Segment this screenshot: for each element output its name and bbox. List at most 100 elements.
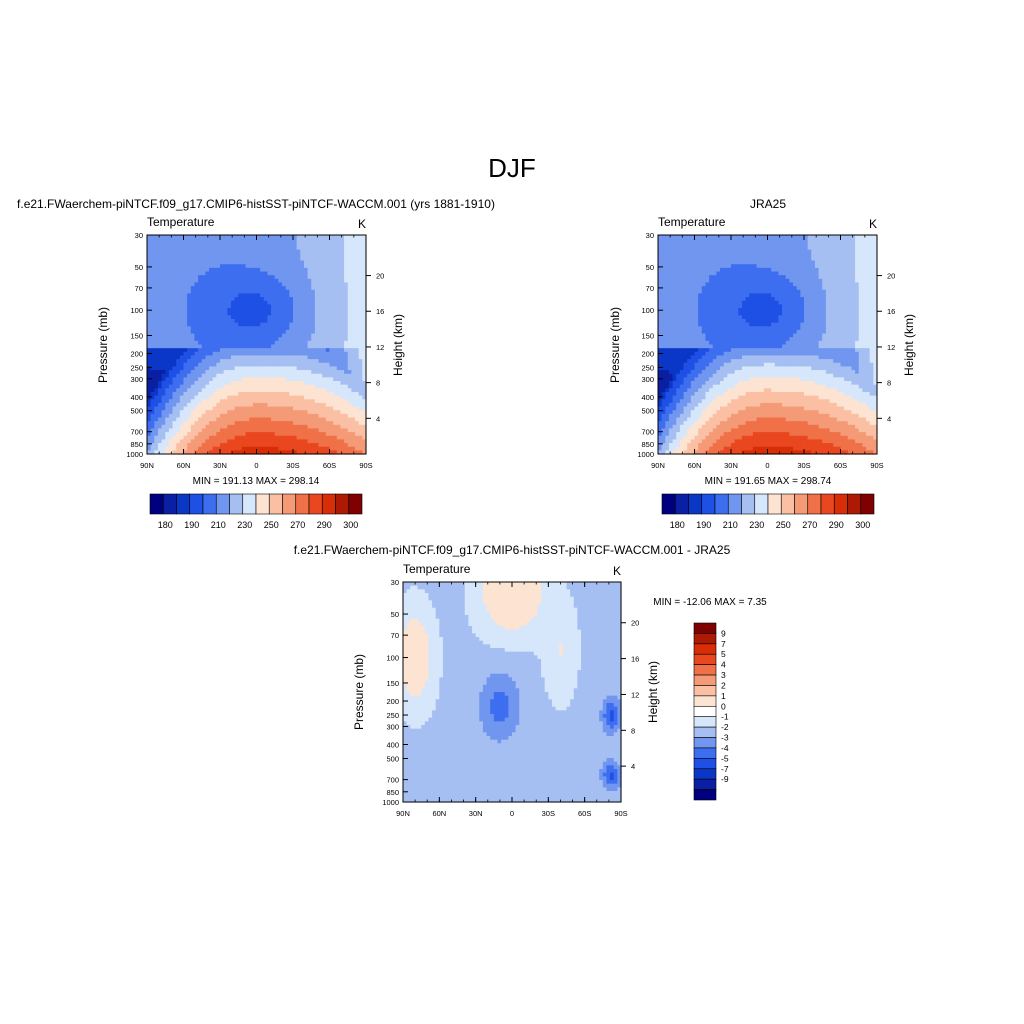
model-contour-cell bbox=[267, 278, 272, 284]
model-contour-cell bbox=[209, 362, 214, 367]
model-contour-cell bbox=[212, 260, 217, 265]
model-contour-cell bbox=[325, 297, 331, 302]
obs-contour-cell bbox=[731, 326, 736, 331]
model-contour-cell bbox=[198, 362, 203, 367]
model-contour-cell bbox=[322, 337, 327, 342]
model-contour-cell bbox=[238, 286, 243, 291]
model-contour-cell bbox=[212, 256, 217, 262]
model-contour-cell bbox=[216, 432, 221, 437]
model-contour-cell bbox=[241, 340, 247, 346]
model-contour-cell bbox=[209, 443, 214, 448]
model-contour-cell bbox=[347, 249, 352, 254]
model-contour-cell bbox=[362, 391, 367, 397]
model-contour-cell bbox=[333, 384, 338, 389]
obs-contour-cell bbox=[658, 289, 663, 294]
model-contour-cell bbox=[293, 264, 298, 269]
model-contour-cell bbox=[314, 300, 320, 305]
model-contour-cell bbox=[278, 432, 283, 437]
obs-contour-cell bbox=[658, 439, 663, 444]
model-contour-cell bbox=[278, 260, 283, 265]
model-contour-cell bbox=[172, 278, 177, 284]
model-contour-cell bbox=[187, 318, 192, 324]
obs-contour-cell bbox=[687, 238, 692, 243]
model-contour-cell bbox=[362, 318, 367, 324]
model-contour-cell bbox=[220, 377, 225, 382]
model-contour-cell bbox=[230, 315, 236, 320]
obs-contour-cell bbox=[665, 359, 670, 364]
model-contour-cell bbox=[161, 256, 166, 262]
obs-contour-cell bbox=[679, 421, 685, 426]
model-contour-cell bbox=[329, 381, 334, 386]
model-contour-cell bbox=[347, 413, 352, 419]
obs-contour-cell bbox=[705, 293, 710, 298]
model-contour-cell bbox=[267, 238, 272, 243]
obs-contour-cell bbox=[727, 245, 732, 251]
model-contour-cell bbox=[351, 406, 356, 411]
model-contour-cell bbox=[322, 304, 327, 309]
model-contour-cell bbox=[201, 326, 206, 331]
obs-contour-cell bbox=[731, 260, 736, 265]
model-contour-cell bbox=[176, 373, 181, 378]
model-contour-cell bbox=[300, 359, 305, 364]
obs-contour-cell bbox=[712, 424, 717, 430]
model-contour-cell bbox=[274, 242, 279, 247]
model-contour-cell bbox=[176, 238, 181, 243]
model-contour-cell bbox=[147, 381, 152, 386]
model-contour-cell bbox=[190, 351, 196, 357]
model-contour-cell bbox=[351, 410, 356, 415]
model-contour-cell bbox=[212, 421, 217, 426]
model-contour-cell bbox=[355, 381, 360, 386]
obs-contour-cell bbox=[690, 300, 696, 305]
obs-contour-cell bbox=[731, 373, 736, 378]
obs-contour-cell bbox=[694, 399, 699, 404]
model-contour-cell bbox=[362, 432, 367, 437]
model-contour-cell bbox=[241, 373, 247, 378]
obs-contour-cell bbox=[668, 351, 674, 357]
model-contour-cell bbox=[340, 308, 345, 313]
model-contour-cell bbox=[172, 366, 177, 371]
model-contour-cell bbox=[285, 381, 290, 386]
obs-contour-cell bbox=[734, 297, 739, 302]
model-contour-cell bbox=[307, 399, 312, 404]
obs-contour-cell bbox=[731, 395, 736, 400]
obs-contour-cell bbox=[734, 245, 739, 251]
model-contour-cell bbox=[336, 435, 342, 440]
model-contour-cell bbox=[340, 432, 345, 437]
model-contour-cell bbox=[260, 337, 265, 342]
obs-contour-cell bbox=[683, 256, 688, 262]
model-contour-cell bbox=[245, 264, 250, 269]
model-contour-cell bbox=[205, 399, 210, 404]
obs-contour-cell bbox=[683, 432, 688, 437]
model-contour-cell bbox=[340, 446, 345, 451]
model-contour-cell bbox=[278, 395, 283, 400]
model-contour-cell bbox=[150, 424, 155, 430]
model-contour-cell bbox=[300, 435, 305, 440]
obs-contour-cell bbox=[683, 271, 688, 276]
model-contour-cell bbox=[216, 381, 221, 386]
obs-contour-cell bbox=[701, 370, 707, 375]
obs-contour-cell bbox=[676, 435, 681, 440]
model-contour-cell bbox=[325, 446, 331, 451]
obs-contour-cell bbox=[658, 318, 663, 324]
model-contour-cell bbox=[190, 311, 196, 316]
figure-title: DJF bbox=[488, 153, 536, 183]
model-contour-cell bbox=[212, 391, 217, 397]
model-contour-cell bbox=[179, 278, 185, 284]
model-contour-cell bbox=[168, 417, 174, 422]
model-contour-cell bbox=[311, 300, 316, 305]
model-contour-cell bbox=[344, 329, 349, 335]
model-contour-cell bbox=[241, 446, 247, 451]
obs-contour-cell bbox=[723, 439, 728, 444]
model-contour-cell bbox=[161, 402, 166, 408]
model-contour-cell bbox=[172, 318, 177, 324]
model-contour-cell bbox=[300, 432, 305, 437]
model-contour-cell bbox=[318, 381, 323, 386]
obs-contour-cell bbox=[687, 308, 692, 313]
model-contour-cell bbox=[307, 417, 312, 422]
obs-contour-cell bbox=[658, 410, 663, 415]
model-contour-cell bbox=[300, 391, 305, 397]
model-contour-cell bbox=[322, 242, 327, 247]
model-contour-cell bbox=[325, 355, 331, 360]
model-contour-cell bbox=[241, 435, 247, 440]
model-contour-cell bbox=[176, 424, 181, 430]
